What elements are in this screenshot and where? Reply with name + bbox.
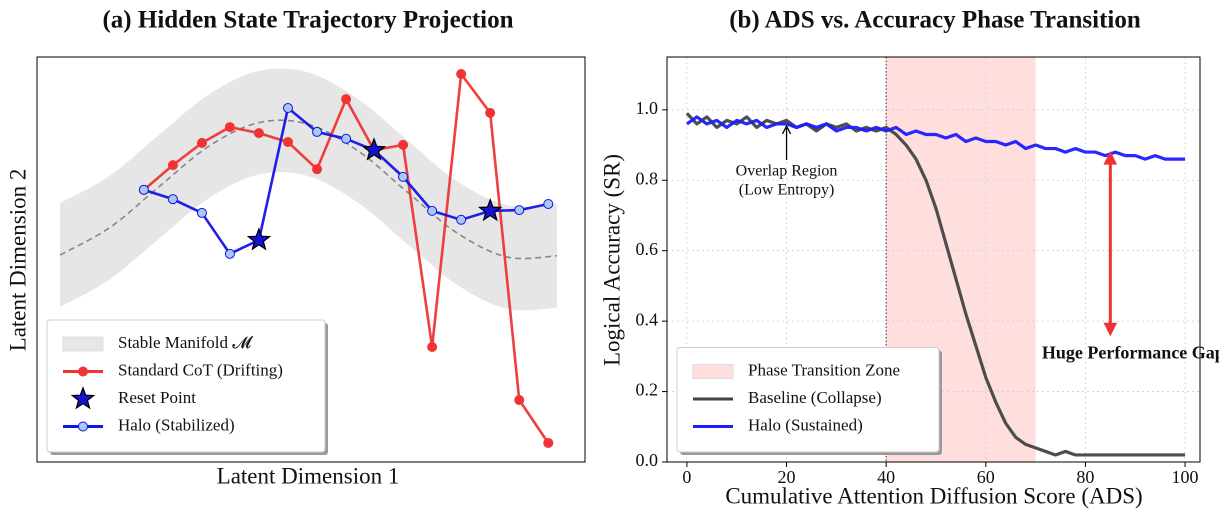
- x-tick-label: 80: [1076, 467, 1094, 487]
- y-tick-label: 1.0: [636, 98, 659, 118]
- marker: [398, 139, 409, 150]
- marker: [456, 214, 467, 225]
- marker: [312, 126, 323, 137]
- legend-swatch: [78, 421, 88, 432]
- marker: [543, 199, 554, 210]
- reset-star: [246, 227, 272, 251]
- marker: [167, 194, 178, 205]
- x-tick-label: 40: [877, 467, 895, 487]
- x-axis-label: Latent Dimension 1: [217, 463, 400, 488]
- series-line: [685, 112, 1186, 457]
- y-tick-label: 0.2: [636, 380, 659, 400]
- arrow-head: [1103, 322, 1118, 337]
- marker: [456, 69, 467, 80]
- marker: [427, 205, 438, 216]
- marker: [312, 164, 323, 175]
- marker: [167, 160, 178, 171]
- legend-swatch: [692, 364, 734, 379]
- marker: [282, 103, 293, 114]
- x-axis-label: Cumulative Attention Diffusion Score (AD…: [725, 483, 1142, 508]
- marker: [514, 395, 525, 406]
- legend-label: Halo (Stabilized): [118, 415, 235, 434]
- reset-star: [361, 137, 387, 161]
- marker: [224, 248, 235, 259]
- y-tick-label: 0.4: [636, 309, 659, 329]
- legend-swatch: [78, 366, 88, 377]
- plot-frame: [36, 56, 586, 463]
- annotation-text: (Low Entropy): [739, 182, 835, 199]
- marker: [224, 122, 235, 133]
- legend-label: Baseline (Collapse): [748, 388, 882, 407]
- legend-label: Phase Transition Zone: [748, 360, 900, 379]
- x-tick-label: 20: [778, 467, 796, 487]
- manifold-band: [60, 68, 558, 311]
- y-axis-label: Latent Dimension 2: [5, 169, 30, 352]
- marker: [543, 437, 554, 448]
- reset-star: [477, 198, 503, 222]
- y-tick-label: 0.6: [636, 239, 659, 259]
- marker: [196, 207, 207, 218]
- marker: [138, 184, 149, 195]
- plot-frame: [666, 56, 1201, 463]
- legend-label: Stable Manifold 𝓜: [118, 333, 253, 352]
- legend: [676, 347, 940, 453]
- marker: [341, 133, 352, 144]
- marker: [514, 205, 525, 216]
- y-tick-label: 0.0: [636, 450, 659, 470]
- x-tick-label: 0: [682, 467, 691, 487]
- series-line: [686, 115, 1186, 161]
- y-axis-label: Logical Accuracy (SR): [599, 154, 624, 366]
- legend-swatch: [70, 386, 96, 410]
- marker: [398, 171, 409, 182]
- annotation-text: Huge Performance Gap: [1042, 342, 1219, 362]
- chart-title: (b) ADS vs. Accuracy Phase Transition: [729, 7, 1141, 34]
- x-tick-label: 60: [977, 467, 995, 487]
- legend: [46, 319, 326, 453]
- arrow-head: [781, 124, 792, 135]
- marker: [282, 137, 293, 148]
- y-tick-label: 0.8: [636, 168, 659, 188]
- marker: [341, 94, 352, 105]
- x-tick-label: 100: [1172, 467, 1199, 487]
- annotation-text: Overlap Region: [736, 163, 838, 180]
- legend-label: Reset Point: [118, 388, 196, 407]
- marker: [427, 341, 438, 352]
- marker: [485, 107, 496, 118]
- legend-swatch: [62, 336, 104, 352]
- chart-title: (a) Hidden State Trajectory Projection: [102, 7, 513, 34]
- legend-label: Standard CoT (Drifting): [118, 360, 283, 379]
- marker: [253, 128, 264, 139]
- arrow-head: [1103, 150, 1118, 165]
- marker: [196, 137, 207, 148]
- legend-label: Halo (Sustained): [748, 415, 863, 434]
